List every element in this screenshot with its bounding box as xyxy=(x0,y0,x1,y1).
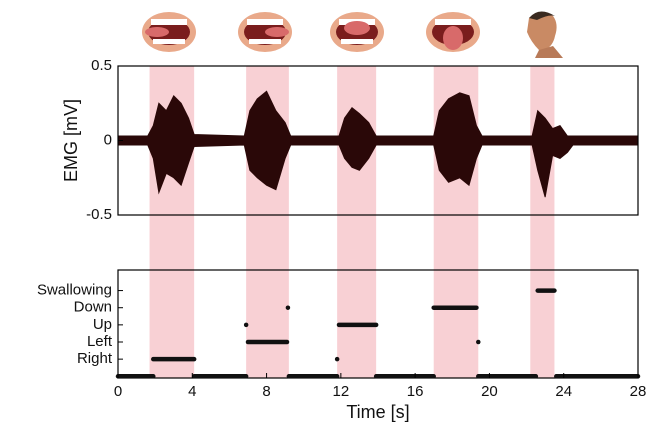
y-axis-title: EMG [mV] xyxy=(61,99,81,182)
figure: -0.5 0 0.5 EMG [mV] RightLeftUpDownSwallowin… xyxy=(0,0,661,429)
head-icon xyxy=(527,11,563,58)
y-tick-label: 0 xyxy=(104,131,112,148)
x-tick-label: 4 xyxy=(188,383,196,400)
y-tick-label: Right xyxy=(77,350,113,367)
x-tick-label: 28 xyxy=(630,383,647,400)
y-tick-label: 0.5 xyxy=(91,57,112,74)
x-tick-label: 8 xyxy=(262,383,270,400)
y-tick-label: Left xyxy=(87,333,113,350)
icons xyxy=(142,11,563,58)
highlight-band xyxy=(530,66,554,378)
y-tick-label: -0.5 xyxy=(86,206,112,223)
mouth-icon xyxy=(142,12,196,52)
mouth-icon xyxy=(426,12,480,52)
x-axis-title: Time [s] xyxy=(346,402,409,422)
emg-envelope xyxy=(118,141,638,198)
emg-envelope xyxy=(118,91,638,140)
y-tick-label: Down xyxy=(74,299,112,316)
x-tick-label: 16 xyxy=(407,383,424,400)
mouth-icon xyxy=(330,12,384,52)
x-tick-label: 0 xyxy=(114,383,122,400)
y-tick-label: Up xyxy=(93,316,112,333)
x-tick-label: 24 xyxy=(555,383,572,400)
x-tick-label: 12 xyxy=(333,383,350,400)
y-tick-label: Swallowing xyxy=(37,282,112,299)
mouth-icon xyxy=(238,12,292,52)
x-tick-label: 20 xyxy=(481,383,498,400)
